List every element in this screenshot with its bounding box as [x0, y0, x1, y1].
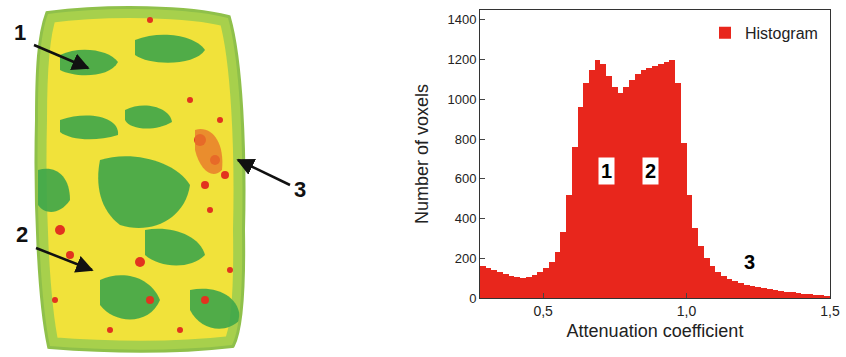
- svg-text:400: 400: [455, 211, 477, 226]
- svg-text:1000: 1000: [447, 92, 476, 107]
- svg-text:Number of voxels: Number of voxels: [412, 84, 432, 224]
- svg-text:Attenuation coefficient: Attenuation coefficient: [567, 321, 744, 341]
- svg-text:2: 2: [16, 222, 28, 247]
- svg-text:1400: 1400: [447, 12, 476, 27]
- svg-text:600: 600: [455, 171, 477, 186]
- svg-text:1: 1: [14, 20, 26, 45]
- svg-text:0: 0: [469, 291, 476, 306]
- svg-text:1200: 1200: [447, 52, 476, 67]
- svg-text:1,0: 1,0: [677, 303, 697, 319]
- svg-text:3: 3: [744, 251, 755, 273]
- svg-text:0,5: 0,5: [533, 303, 553, 319]
- svg-text:800: 800: [455, 132, 477, 147]
- svg-text:1,5: 1,5: [820, 303, 840, 319]
- svg-text:2: 2: [645, 160, 656, 182]
- svg-text:1: 1: [601, 160, 612, 182]
- svg-text:Histogram: Histogram: [745, 25, 818, 42]
- svg-text:200: 200: [455, 251, 477, 266]
- svg-text:3: 3: [294, 177, 306, 202]
